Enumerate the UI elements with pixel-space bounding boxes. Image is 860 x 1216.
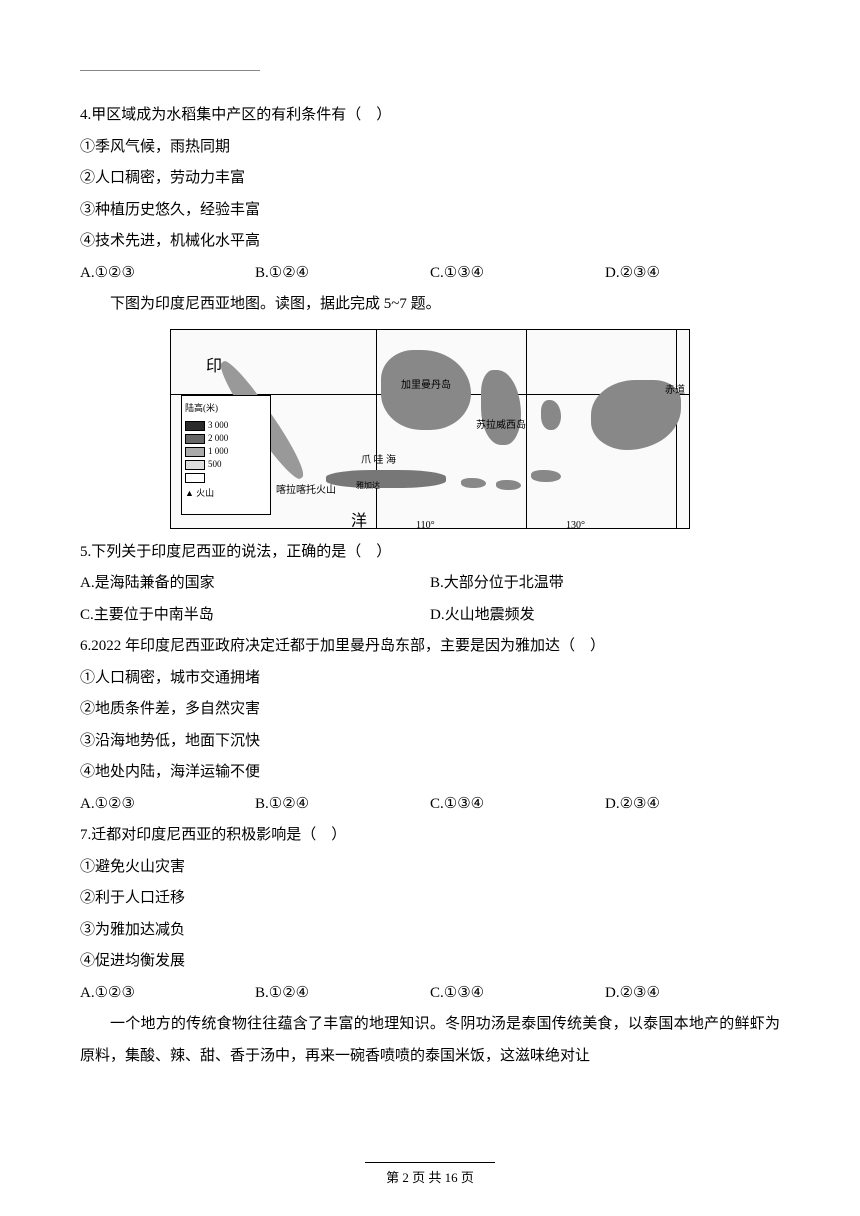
intro-5-7: 下图为印度尼西亚地图。读图，据此完成 5~7 题。 xyxy=(80,289,780,321)
label-kalimantan: 加里曼丹岛 xyxy=(401,375,451,396)
q4-item-2: ②人口稠密，劳动力丰富 xyxy=(80,163,780,195)
map-legend: 陆高(米) 3 000 2 000 1 000 500 ▲ 火山 xyxy=(181,395,271,515)
island-small-1 xyxy=(461,478,486,488)
q4-opt-b: B.①②④ xyxy=(255,258,430,290)
grid-vline-1 xyxy=(376,330,377,528)
q5-opt-a: A.是海陆兼备的国家 xyxy=(80,568,430,600)
footer-rule xyxy=(365,1162,495,1163)
q5-opt-d: D.火山地震频发 xyxy=(430,600,780,632)
q6-opt-a: A.①②③ xyxy=(80,789,255,821)
q5-options-row2: C.主要位于中南半岛 D.火山地震频发 xyxy=(80,600,780,632)
q6-item-4: ④地处内陆，海洋运输不便 xyxy=(80,757,780,789)
label-java-sea: 爪 哇 海 xyxy=(361,450,396,471)
q4-item-1: ①季风气候，雨热同期 xyxy=(80,132,780,164)
q4-opt-d: D.②③④ xyxy=(605,258,780,290)
legend-title: 陆高(米) xyxy=(185,399,267,418)
q7-item-4: ④促进均衡发展 xyxy=(80,946,780,978)
legend-label-3: 500 xyxy=(208,455,222,474)
q7-stem: 7.迁都对印度尼西亚的积极影响是（ ） xyxy=(80,820,780,852)
page-footer: 第 2 页 共 16 页 xyxy=(0,1162,860,1186)
island-small-3 xyxy=(531,470,561,482)
q7-opt-d: D.②③④ xyxy=(605,978,780,1010)
q6-options: A.①②③ B.①②④ C.①③④ D.②③④ xyxy=(80,789,780,821)
q5-options-row1: A.是海陆兼备的国家 B.大部分位于北温带 xyxy=(80,568,780,600)
legend-swatch-3 xyxy=(185,460,205,470)
q6-opt-b: B.①②④ xyxy=(255,789,430,821)
q7-opt-a: A.①②③ xyxy=(80,978,255,1010)
legend-swatch-2 xyxy=(185,447,205,457)
label-lon110: 110° xyxy=(416,515,435,536)
label-yin: 印 xyxy=(206,350,222,384)
island-java xyxy=(326,470,446,488)
q4-stem: 4.甲区域成为水稻集中产区的有利条件有（ ） xyxy=(80,100,780,132)
q7-options: A.①②③ B.①②④ C.①③④ D.②③④ xyxy=(80,978,780,1010)
q7-item-3: ③为雅加达减负 xyxy=(80,915,780,947)
indonesia-map: 印 度 洋 赤道 加里曼丹岛 苏拉威西岛 爪 哇 海 喀拉喀托火山 雅加达 11… xyxy=(170,329,690,529)
q4-options: A.①②③ B.①②④ C.①③④ D.②③④ xyxy=(80,258,780,290)
q5-stem: 5.下列关于印度尼西亚的说法，正确的是（ ） xyxy=(80,537,780,569)
q6-opt-d: D.②③④ xyxy=(605,789,780,821)
q4-opt-a: A.①②③ xyxy=(80,258,255,290)
q6-stem: 6.2022 年印度尼西亚政府决定迁都于加里曼丹岛东部，主要是因为雅加达（ ） xyxy=(80,631,780,663)
island-small-4 xyxy=(541,400,561,430)
grid-vline-2 xyxy=(526,330,527,528)
passage-text: 一个地方的传统食物往往蕴含了丰富的地理知识。冬阴功汤是泰国传统美食，以泰国本地产… xyxy=(80,1009,780,1072)
label-yang: 洋 xyxy=(351,505,367,539)
q6-item-1: ①人口稠密，城市交通拥堵 xyxy=(80,663,780,695)
label-lon130: 130° xyxy=(566,515,585,536)
legend-swatch-4 xyxy=(185,473,205,483)
q7-item-1: ①避免火山灾害 xyxy=(80,852,780,884)
label-krakatoa: 喀拉喀托火山 xyxy=(276,480,336,501)
page-content: 4.甲区域成为水稻集中产区的有利条件有（ ） ①季风气候，雨热同期 ②人口稠密，… xyxy=(80,100,780,1072)
legend-swatch-0 xyxy=(185,421,205,431)
q4-item-4: ④技术先进，机械化水平高 xyxy=(80,226,780,258)
q4-opt-c: C.①③④ xyxy=(430,258,605,290)
legend-row-2: 1 000 xyxy=(185,445,267,458)
q5-opt-b: B.大部分位于北温带 xyxy=(430,568,780,600)
island-small-2 xyxy=(496,480,521,490)
q7-item-2: ②利于人口迁移 xyxy=(80,883,780,915)
page-number: 第 2 页 共 16 页 xyxy=(386,1170,474,1185)
grid-vline-3 xyxy=(676,330,677,528)
q4-item-3: ③种植历史悠久，经验丰富 xyxy=(80,195,780,227)
q5-opt-c: C.主要位于中南半岛 xyxy=(80,600,430,632)
label-sulawesi: 苏拉威西岛 xyxy=(476,415,526,436)
q7-opt-b: B.①②④ xyxy=(255,978,430,1010)
legend-volcano: ▲ 火山 xyxy=(185,487,267,500)
q6-item-2: ②地质条件差，多自然灾害 xyxy=(80,694,780,726)
label-jakarta: 雅加达 xyxy=(356,478,380,495)
label-equator: 赤道 xyxy=(665,380,685,401)
q7-opt-c: C.①③④ xyxy=(430,978,605,1010)
legend-row-4 xyxy=(185,471,267,484)
header-rule xyxy=(80,70,260,71)
q6-opt-c: C.①③④ xyxy=(430,789,605,821)
q6-item-3: ③沿海地势低，地面下沉快 xyxy=(80,726,780,758)
legend-swatch-1 xyxy=(185,434,205,444)
